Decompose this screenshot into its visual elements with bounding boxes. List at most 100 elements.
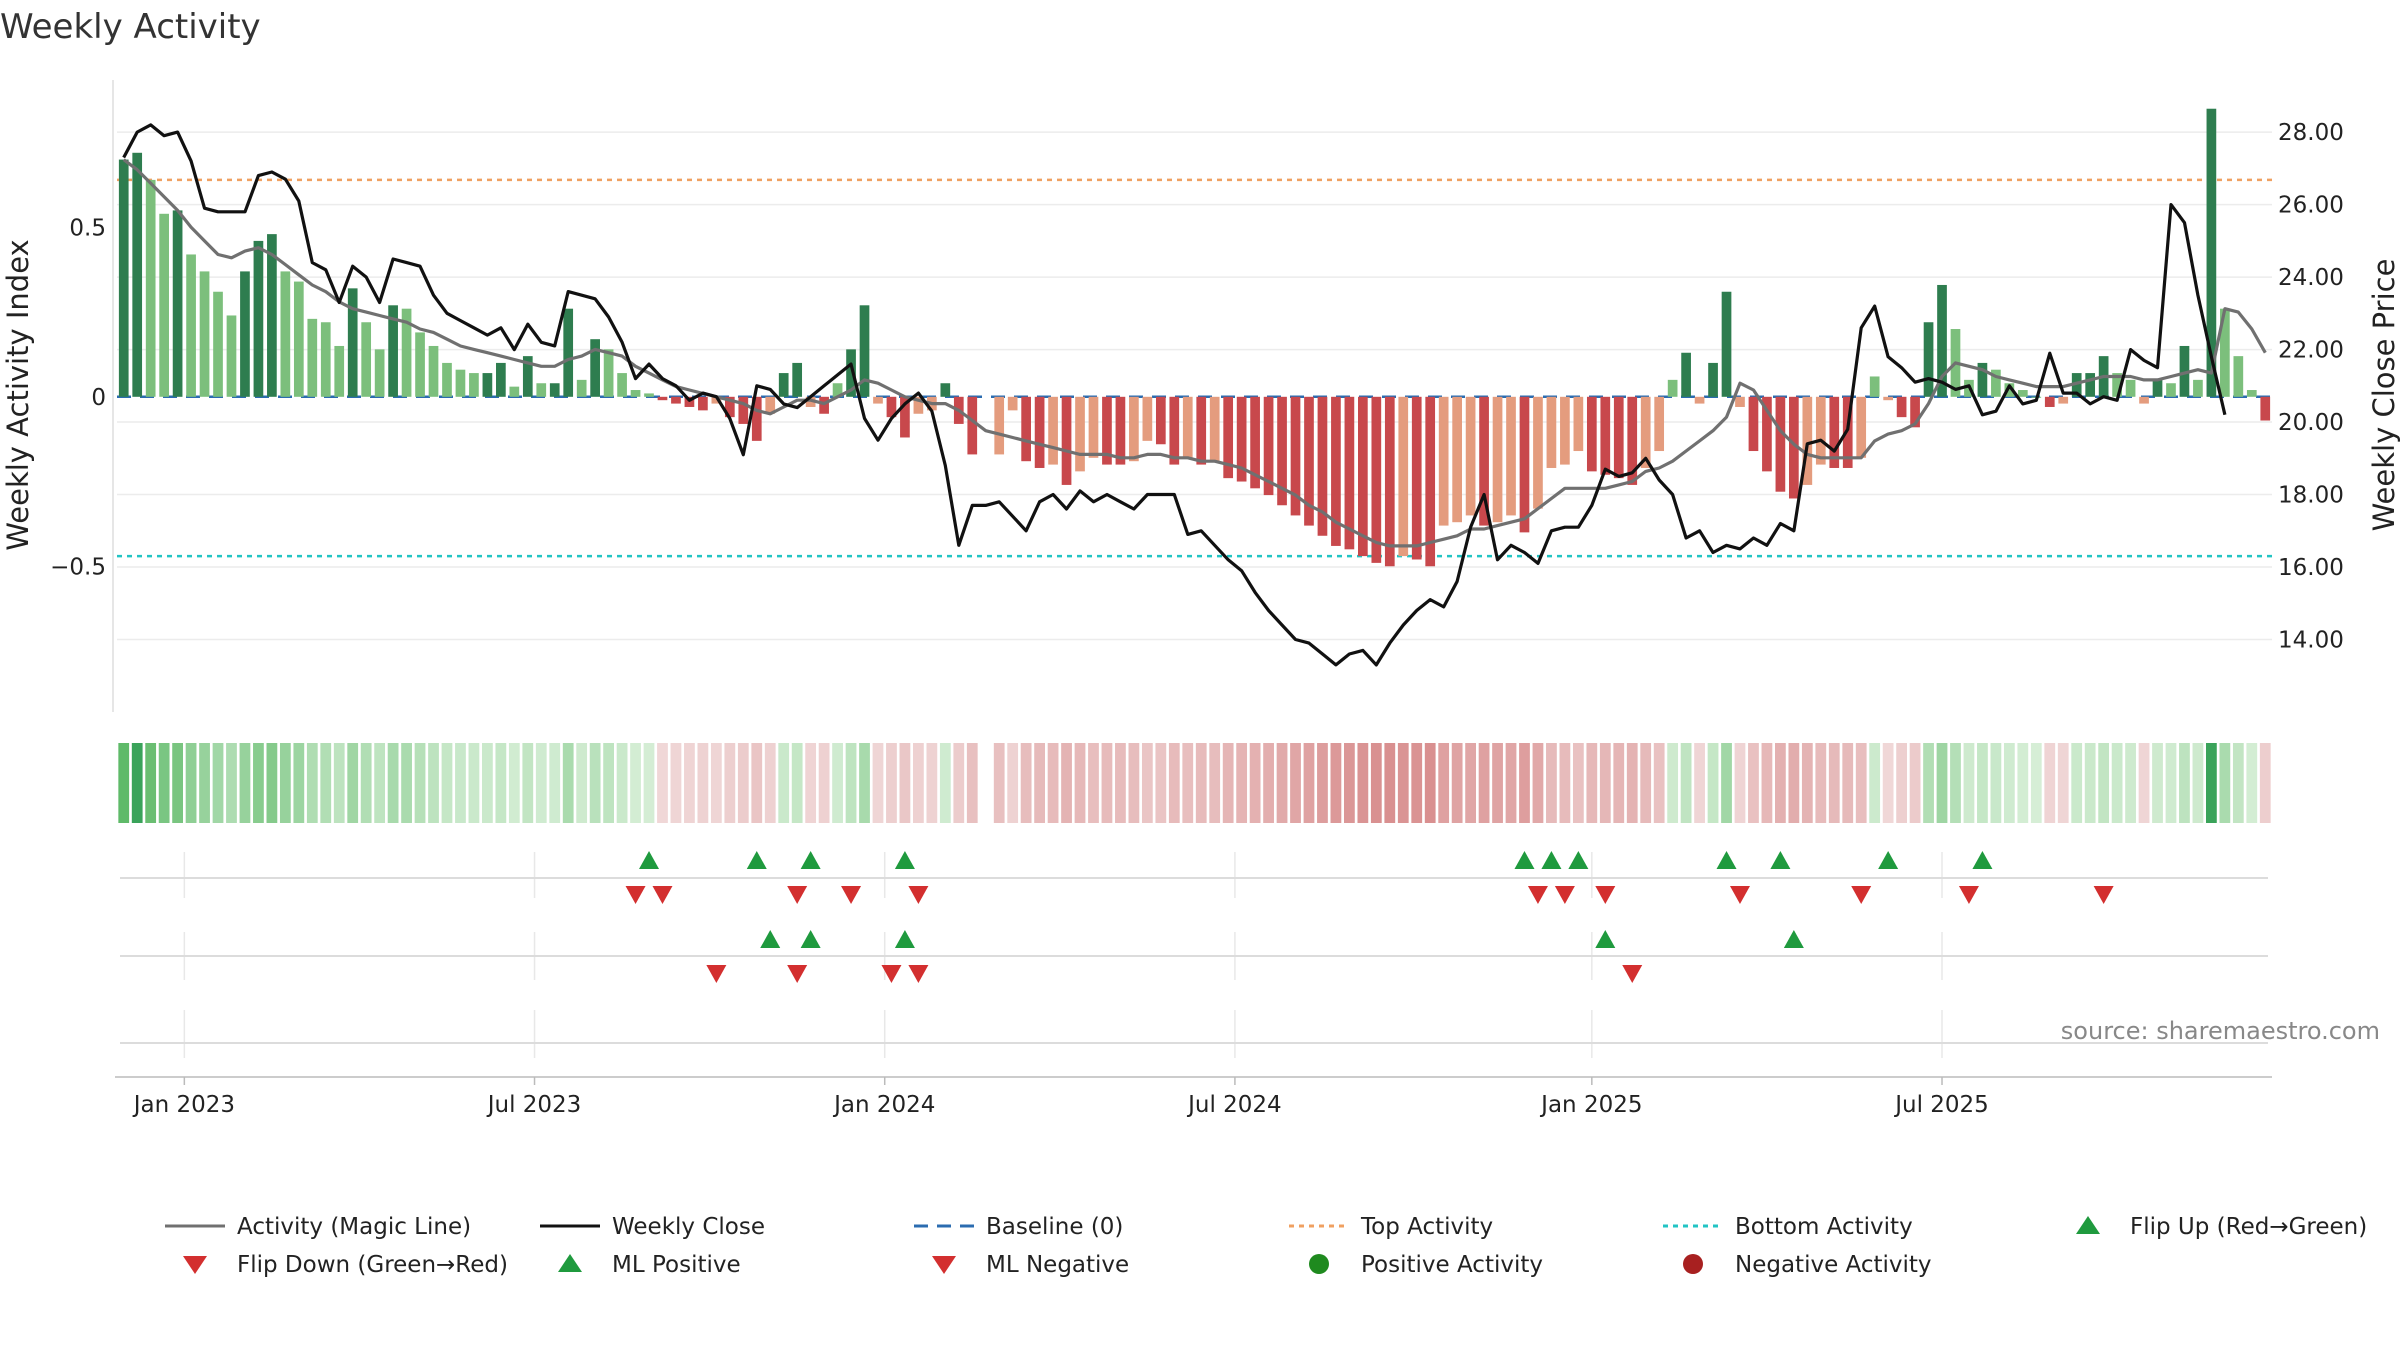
activity-bar bbox=[2193, 379, 2203, 397]
activity-bar bbox=[226, 315, 237, 397]
activity-bar bbox=[145, 179, 156, 397]
heat-cell bbox=[1303, 743, 1315, 823]
heat-cell bbox=[1478, 743, 1490, 823]
heat-cell bbox=[630, 743, 641, 823]
legend-entry: Weekly Close bbox=[540, 1214, 765, 1240]
activity-bar bbox=[293, 281, 304, 397]
heat-cell bbox=[1775, 743, 1786, 823]
flip-up-marker bbox=[1972, 851, 1993, 869]
right-tick-label: 22.00 bbox=[2278, 338, 2344, 364]
x-tick-label: Jul 2024 bbox=[1186, 1092, 1282, 1118]
heat-cell bbox=[710, 743, 722, 823]
legend-label: Positive Activity bbox=[1361, 1252, 1543, 1278]
right-tick-label: 26.00 bbox=[2278, 193, 2344, 219]
activity-bar bbox=[873, 396, 883, 404]
activity-bar bbox=[1317, 396, 1328, 536]
signal-rows bbox=[120, 851, 2268, 1058]
activity-bar bbox=[644, 393, 654, 397]
activity-bar bbox=[1492, 396, 1503, 523]
heat-cell bbox=[818, 743, 830, 823]
flip-down-marker bbox=[1554, 886, 1575, 904]
activity-bar bbox=[1398, 396, 1409, 557]
heat-cell bbox=[199, 743, 210, 823]
activity-bar bbox=[172, 210, 183, 397]
activity-bar bbox=[2017, 390, 2028, 397]
activity-bar bbox=[1088, 396, 1099, 458]
activity-bar bbox=[900, 396, 910, 438]
heat-cell bbox=[1761, 743, 1773, 823]
activity-bar bbox=[1371, 396, 1382, 563]
activity-bar bbox=[401, 308, 412, 397]
heat-cell bbox=[482, 743, 493, 823]
heat-cell bbox=[1168, 743, 1180, 823]
heat-cell bbox=[2219, 743, 2231, 823]
heat-cell bbox=[1882, 743, 1894, 823]
activity-bar bbox=[1425, 396, 1436, 567]
activity-bar bbox=[1465, 396, 1476, 516]
legend-entry: Flip Up (Red→Green) bbox=[2076, 1214, 2367, 1240]
left-tick-label: 0 bbox=[91, 385, 106, 411]
activity-bar bbox=[509, 386, 520, 397]
heat-cell bbox=[576, 743, 588, 823]
heat-cell bbox=[886, 743, 897, 823]
heat-cell bbox=[1505, 743, 1517, 823]
heat-cell bbox=[657, 743, 668, 823]
heat-cell bbox=[279, 743, 291, 823]
activity-bar bbox=[1937, 284, 1947, 397]
heat-cell bbox=[1936, 743, 1948, 823]
heat-cell bbox=[374, 743, 386, 823]
heat-cell bbox=[1222, 743, 1234, 823]
flip-down-marker bbox=[2093, 886, 2114, 904]
heat-cell bbox=[737, 743, 749, 823]
right-tick-label: 20.00 bbox=[2278, 410, 2344, 436]
heat-cell bbox=[2259, 743, 2271, 823]
activity-bar bbox=[1883, 396, 1893, 401]
activity-bar bbox=[1842, 396, 1853, 468]
heat-cell bbox=[1411, 743, 1423, 823]
heat-cell bbox=[1236, 743, 1248, 823]
x-tick-label: Jul 2025 bbox=[1893, 1092, 1989, 1118]
heat-cell bbox=[953, 743, 965, 823]
activity-bar bbox=[657, 396, 668, 401]
flip-up-marker bbox=[1514, 851, 1535, 869]
activity-bar bbox=[1815, 396, 1826, 465]
heat-cell bbox=[1626, 743, 1638, 823]
legend-label: Activity (Magic Line) bbox=[237, 1214, 471, 1240]
activity-bar bbox=[1290, 396, 1301, 516]
flip-down-marker bbox=[1729, 886, 1750, 904]
heat-cell bbox=[1950, 743, 1961, 823]
heat-cell bbox=[2084, 743, 2096, 823]
flip-down-marker bbox=[1527, 886, 1548, 904]
heat-cell bbox=[387, 743, 399, 823]
heat-cell bbox=[1532, 743, 1544, 823]
heat-cell bbox=[2206, 743, 2217, 823]
activity-bar bbox=[805, 396, 816, 407]
activity-bar bbox=[1896, 396, 1907, 418]
activity-bar bbox=[1721, 291, 1732, 397]
heat-cell bbox=[306, 743, 318, 823]
heat-cell bbox=[1667, 743, 1679, 823]
activity-bar bbox=[1169, 396, 1180, 465]
activity-bar bbox=[320, 322, 331, 397]
legend-entry: Flip Down (Green→Red) bbox=[183, 1252, 508, 1278]
heat-cell bbox=[1519, 743, 1530, 823]
right-tick-label: 24.00 bbox=[2278, 265, 2344, 291]
heat-cell bbox=[1128, 743, 1140, 823]
activity-bar bbox=[1061, 396, 1072, 485]
ml-negative-marker bbox=[787, 965, 808, 983]
heat-cell bbox=[805, 743, 817, 823]
heat-cell bbox=[1572, 743, 1584, 823]
activity-bar bbox=[307, 318, 318, 397]
activity-bar bbox=[1856, 396, 1867, 458]
right-tick-label: 28.00 bbox=[2278, 120, 2344, 146]
heat-cell bbox=[2179, 743, 2190, 823]
heat-cell bbox=[1034, 743, 1045, 823]
activity-bar bbox=[132, 152, 143, 397]
heat-cell bbox=[239, 743, 251, 823]
activity-bar bbox=[671, 396, 681, 404]
ml-negative-marker bbox=[1622, 965, 1643, 983]
activity-bar bbox=[496, 362, 506, 397]
flip-down-marker bbox=[1595, 886, 1616, 904]
activity-bar bbox=[1627, 396, 1638, 485]
activity-bar bbox=[913, 396, 924, 414]
